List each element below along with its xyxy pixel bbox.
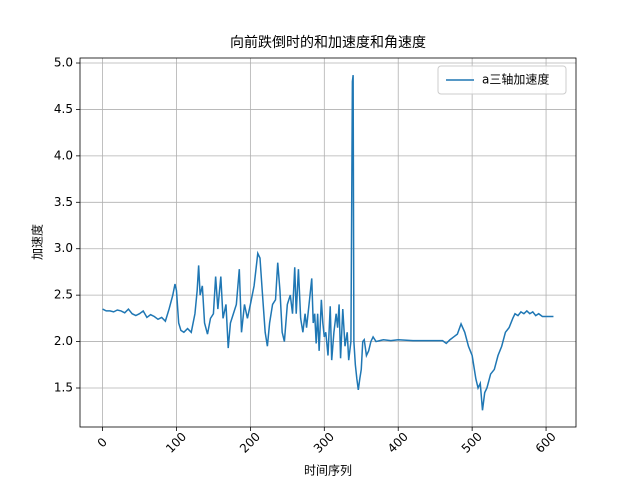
data-line bbox=[102, 75, 554, 411]
x-tick-label: 500 bbox=[459, 430, 485, 456]
y-tick-label: 2.0 bbox=[54, 334, 73, 348]
axes-frame bbox=[79, 57, 577, 428]
y-tick-label: 3.5 bbox=[54, 195, 73, 209]
x-tick-label: 400 bbox=[385, 430, 411, 456]
legend-label: a三轴加速度 bbox=[482, 72, 549, 87]
y-axis-label: 加速度 bbox=[30, 224, 45, 260]
x-tick-label: 0 bbox=[95, 435, 110, 450]
y-tick-label: 4.0 bbox=[54, 148, 73, 162]
chart-title: 向前跌倒时的和加速度和角速度 bbox=[230, 34, 426, 51]
x-axis-label: 时间序列 bbox=[304, 463, 352, 478]
legend-box bbox=[437, 65, 567, 95]
y-tick-label: 2.5 bbox=[54, 288, 73, 302]
x-tick-label: 600 bbox=[533, 430, 559, 456]
y-tick-label: 5.0 bbox=[54, 56, 73, 70]
y-tick-label: 1.5 bbox=[54, 381, 73, 395]
y-tick-label: 3.0 bbox=[54, 241, 73, 255]
x-tick-label: 300 bbox=[311, 430, 337, 456]
y-tick-label: 4.5 bbox=[54, 102, 73, 116]
x-tick-label: 200 bbox=[237, 430, 263, 456]
x-tick-label: 100 bbox=[163, 430, 189, 456]
